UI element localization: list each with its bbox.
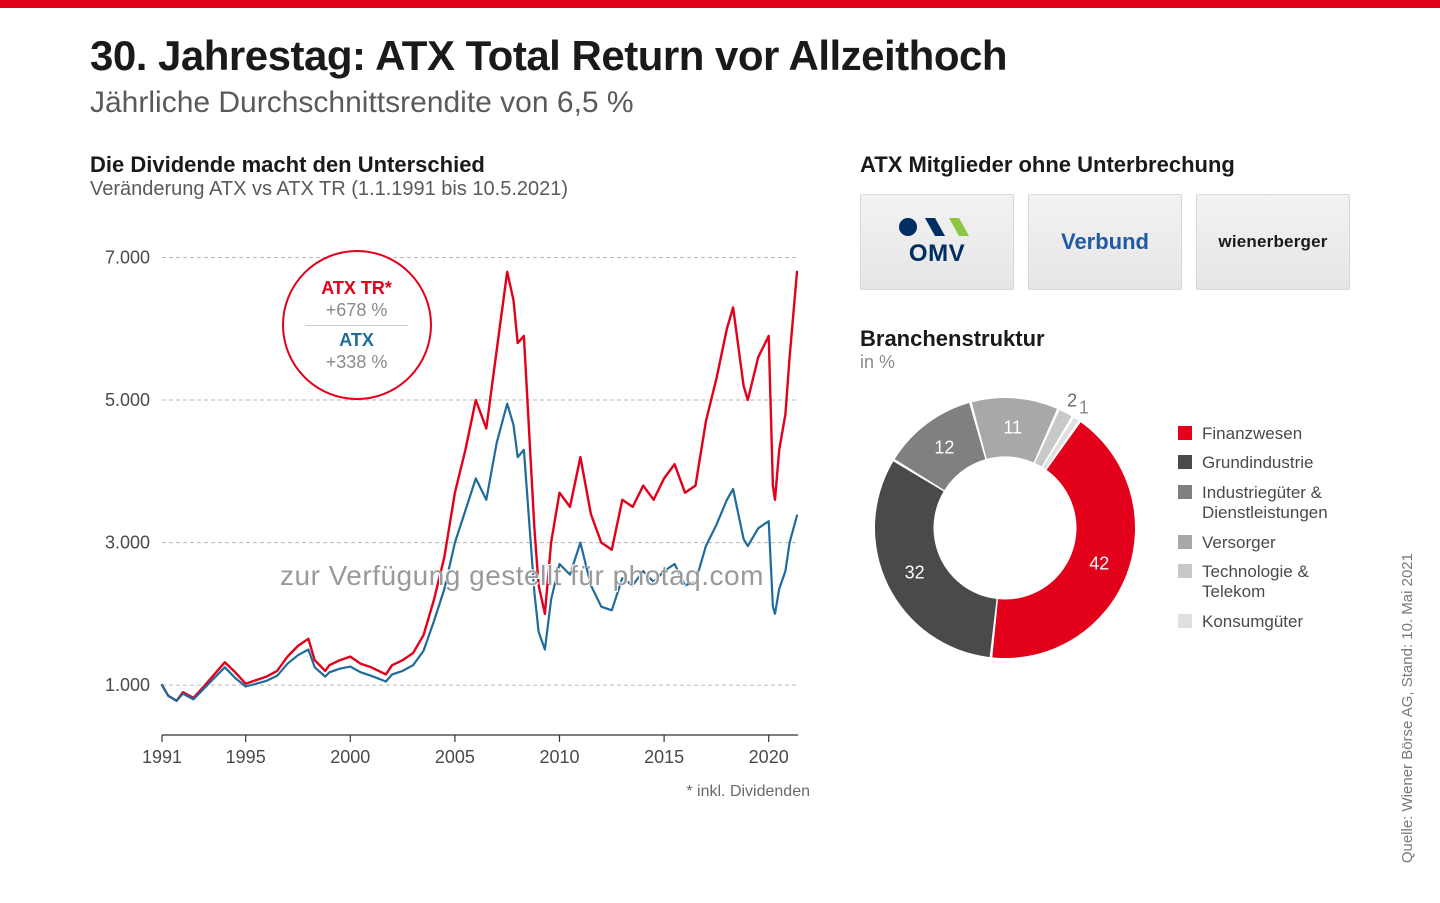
right-column: ATX Mitglieder ohne Unterbrechung OMV Ver… (860, 152, 1350, 801)
page-subtitle: Jährliche Durchschnittsrendite von 6,5 % (90, 86, 1350, 120)
svg-text:32: 32 (905, 562, 925, 582)
line-chart-title: Die Dividende macht den Unterschied (90, 152, 810, 178)
svg-text:2: 2 (1067, 391, 1077, 411)
legend-swatch (1178, 535, 1192, 549)
page-title: 30. Jahrestag: ATX Total Return vor Allz… (90, 32, 1350, 80)
svg-text:1.000: 1.000 (105, 675, 150, 695)
svg-text:7.000: 7.000 (105, 248, 150, 268)
legend-swatch (1178, 426, 1192, 440)
donut-chart: 42 32 12 11 21 (860, 383, 1150, 673)
svg-text:2015: 2015 (644, 747, 684, 767)
svg-text:42: 42 (1089, 553, 1109, 573)
legend-swatch (1178, 564, 1192, 578)
wienerberger-logo: wienerberger (1218, 232, 1327, 252)
svg-text:2020: 2020 (749, 747, 789, 767)
content-columns: Die Dividende macht den Unterschied Verä… (90, 152, 1350, 801)
legend-item: Versorger (1178, 533, 1350, 553)
donut-legend: Finanzwesen Grundindustrie Industriegüter … (1178, 415, 1350, 641)
omv-logo: OMV (897, 216, 977, 268)
legend-item: Technologie & Telekom (1178, 562, 1350, 603)
sectors-row: 42 32 12 11 21 Finanzwesen Grundindustrie Indu… (860, 383, 1350, 673)
svg-text:1: 1 (1079, 398, 1089, 418)
svg-text:1995: 1995 (226, 747, 266, 767)
legend-item: Grundindustrie (1178, 453, 1350, 473)
source-label: Quelle: Wiener Börse AG, Stand: 10. Mai … (1399, 553, 1416, 863)
svg-text:2010: 2010 (539, 747, 579, 767)
svg-text:11: 11 (1003, 418, 1022, 438)
members-row: OMV Verbund wienerberger (860, 194, 1350, 290)
bubble-series1-name: ATX TR* (321, 277, 392, 300)
sectors-subtitle: in % (860, 352, 1350, 373)
legend-item: Industriegüter & Dienstleistungen (1178, 483, 1350, 524)
legend-swatch (1178, 485, 1192, 499)
sectors-title: Branchenstruktur (860, 326, 1350, 352)
bubble-separator (305, 325, 407, 326)
verbund-logo: Verbund (1061, 229, 1149, 255)
legend-item: Konsumgüter (1178, 612, 1350, 632)
member-box-omv: OMV (860, 194, 1014, 290)
line-chart-footnote: * inkl. Dividenden (90, 783, 810, 801)
legend-swatch (1178, 614, 1192, 628)
member-box-wienerberger: wienerberger (1196, 194, 1350, 290)
infographic-root: 30. Jahrestag: ATX Total Return vor Allz… (0, 0, 1440, 903)
performance-bubble: ATX TR* +678 % ATX +338 % (282, 250, 432, 400)
svg-text:2005: 2005 (435, 747, 475, 767)
legend-swatch (1178, 455, 1192, 469)
accent-bar (0, 0, 1440, 8)
bubble-series1-value: +678 % (326, 299, 388, 322)
line-chart-subtitle: Veränderung ATX vs ATX TR (1.1.1991 bis … (90, 178, 810, 201)
legend-label: Finanzwesen (1202, 424, 1302, 444)
svg-text:3.000: 3.000 (105, 533, 150, 553)
svg-text:5.000: 5.000 (105, 390, 150, 410)
member-box-verbund: Verbund (1028, 194, 1182, 290)
legend-label: Technologie & Telekom (1202, 562, 1350, 603)
legend-label: Konsumgüter (1202, 612, 1303, 632)
legend-item: Finanzwesen (1178, 424, 1350, 444)
legend-label: Industriegüter & Dienstleistungen (1202, 483, 1350, 524)
svg-text:12: 12 (934, 438, 954, 458)
line-chart: 1.000 3.000 5.000 7.000 1991 1995 2000 2005 2010… (90, 219, 810, 779)
svg-text:2000: 2000 (330, 747, 370, 767)
left-column: Die Dividende macht den Unterschied Verä… (90, 152, 810, 801)
bubble-series2-name: ATX (339, 329, 374, 352)
bubble-series2-value: +338 % (326, 351, 388, 374)
legend-label: Versorger (1202, 533, 1276, 553)
members-title: ATX Mitglieder ohne Unterbrechung (860, 152, 1350, 178)
legend-label: Grundindustrie (1202, 453, 1314, 473)
svg-text:1991: 1991 (142, 747, 182, 767)
